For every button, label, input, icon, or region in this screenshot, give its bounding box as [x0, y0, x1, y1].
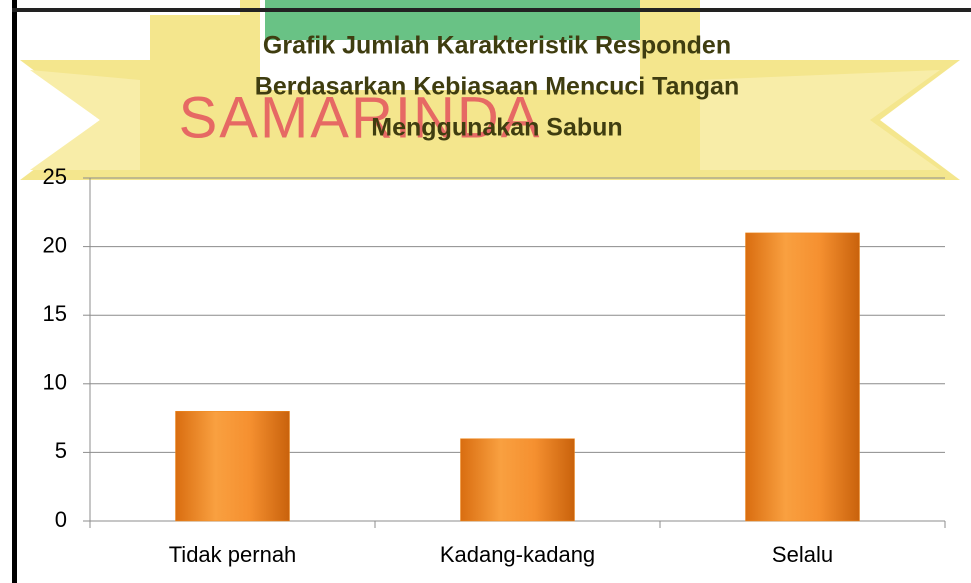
bar — [460, 438, 575, 522]
x-tick-label: Tidak pernah — [169, 542, 297, 567]
title-line: Berdasarkan Kebiasaan Mencuci Tangan — [255, 73, 739, 101]
logo-ribbon-left — [30, 70, 140, 170]
watermark-text: SAMARINDA — [179, 85, 542, 150]
y-tick-label: 25 — [43, 164, 67, 189]
plot-area: 0 5 10 15 20 25 Tidak pernah Kadang-kadang Selal… — [43, 164, 946, 567]
y-tick-label: 15 — [43, 301, 67, 326]
x-tick-label: Selalu — [772, 542, 833, 567]
chart-title: Grafik Jumlah Karakteristik Responden Ber… — [255, 32, 739, 142]
bar — [175, 410, 290, 522]
border-top — [12, 8, 971, 12]
title-line: Grafik Jumlah Karakteristik Responden — [263, 32, 731, 60]
border-left — [12, 0, 17, 583]
y-tick-label: 5 — [55, 438, 67, 463]
y-tick-label: 0 — [55, 507, 67, 532]
bar — [745, 232, 860, 522]
x-tick-label: Kadang-kadang — [440, 542, 595, 567]
logo-ribbon-right — [700, 70, 940, 170]
y-tick-label: 10 — [43, 370, 67, 395]
y-tick-label: 20 — [43, 232, 67, 257]
watermark-logo: SAMARINDA — [20, 0, 960, 180]
title-line: Menggunakan Sabun — [371, 114, 622, 142]
logo-green — [265, 0, 645, 40]
